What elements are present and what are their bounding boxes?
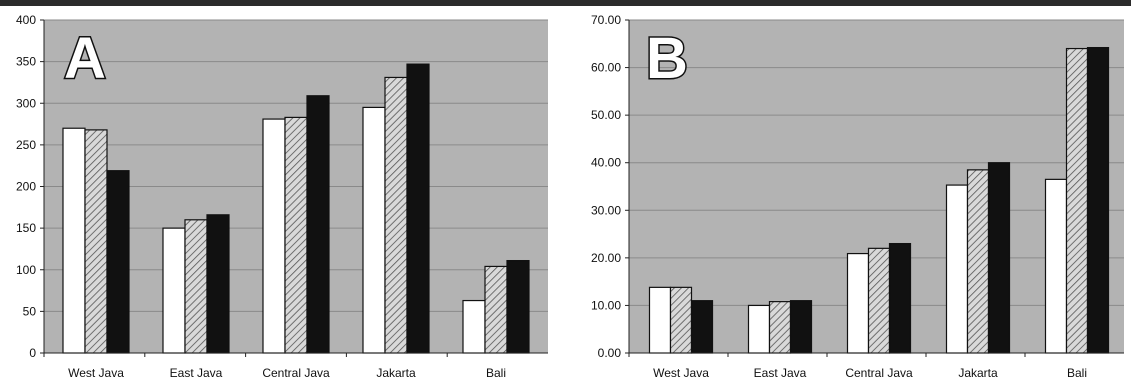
bar xyxy=(945,184,969,354)
bar xyxy=(1044,178,1068,354)
panel-label: B xyxy=(646,26,688,91)
bar xyxy=(262,118,286,354)
y-tick-label: 350 xyxy=(16,55,36,69)
bar xyxy=(206,214,230,354)
bar xyxy=(284,116,308,354)
bar xyxy=(84,129,108,354)
y-tick-label: 400 xyxy=(16,13,36,27)
bar xyxy=(768,301,792,354)
bar xyxy=(648,286,672,354)
bar xyxy=(162,227,186,354)
bar xyxy=(406,63,430,354)
category-label: Central Java xyxy=(262,366,330,380)
bar xyxy=(106,170,130,354)
top-rule xyxy=(0,0,1131,6)
y-tick-label: 250 xyxy=(16,138,36,152)
category-label: Central Java xyxy=(845,366,913,380)
bar xyxy=(987,162,1011,354)
bar xyxy=(966,169,990,354)
category-label: Bali xyxy=(1067,366,1087,380)
category-label: East Java xyxy=(754,366,807,380)
bar xyxy=(867,247,891,354)
y-tick-label: 50 xyxy=(23,304,37,318)
bar xyxy=(506,259,530,354)
bar xyxy=(184,219,208,354)
y-tick-label: 40.00 xyxy=(591,156,621,170)
bar xyxy=(384,76,408,354)
category-label: Jakarta xyxy=(958,366,998,380)
y-tick-label: 70.00 xyxy=(591,13,621,27)
bar xyxy=(484,265,508,354)
y-tick-label: 200 xyxy=(16,180,36,194)
bar xyxy=(669,286,693,354)
category-label: West Java xyxy=(653,366,709,380)
bar xyxy=(62,127,86,354)
bar xyxy=(747,304,771,354)
category-label: Bali xyxy=(486,366,506,380)
panel-label: A xyxy=(64,26,106,91)
chart-panel-a: 0 50 100 150 200 250 300 350 400 West Java East Ja… xyxy=(16,13,548,380)
bar xyxy=(690,300,714,354)
bar xyxy=(362,106,386,354)
y-tick-label: 150 xyxy=(16,221,36,235)
y-tick-label: 60.00 xyxy=(591,61,621,75)
y-tick-label: 50.00 xyxy=(591,108,621,122)
bar xyxy=(462,299,486,354)
category-label: Jakarta xyxy=(376,366,416,380)
category-label: West Java xyxy=(68,366,124,380)
y-tick-label: 0 xyxy=(29,346,36,360)
bar xyxy=(1086,46,1110,354)
bar xyxy=(888,242,912,354)
y-tick-label: 30.00 xyxy=(591,203,621,217)
bar xyxy=(306,95,330,354)
y-tick-label: 10.00 xyxy=(591,298,621,312)
y-tick-label: 0.00 xyxy=(598,346,622,360)
bar xyxy=(846,252,870,354)
y-tick-label: 300 xyxy=(16,96,36,110)
bar xyxy=(1065,47,1089,354)
y-tick-label: 20.00 xyxy=(591,251,621,265)
bar xyxy=(789,300,813,354)
category-label: East Java xyxy=(170,366,223,380)
chart-panel-b: 0.00 10.00 20.00 30.00 40.00 50.00 60.00 70.00 W… xyxy=(591,13,1124,380)
y-tick-label: 100 xyxy=(16,263,36,277)
